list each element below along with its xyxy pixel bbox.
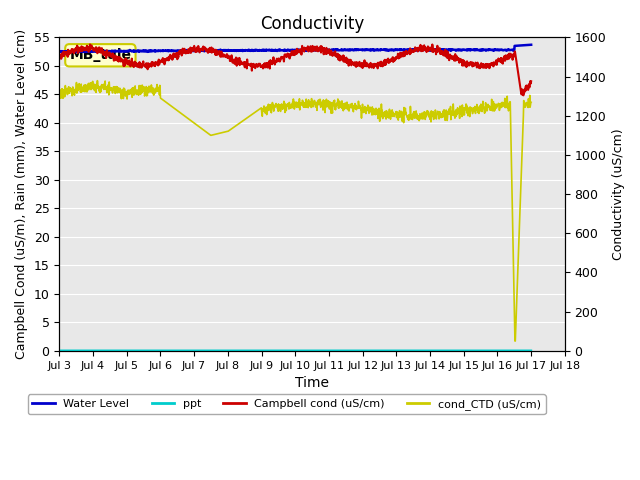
- Text: MB_tule: MB_tule: [69, 48, 131, 62]
- Y-axis label: Campbell Cond (uS/m), Rain (mm), Water Level (cm): Campbell Cond (uS/m), Rain (mm), Water L…: [15, 29, 28, 359]
- X-axis label: Time: Time: [295, 376, 329, 390]
- Legend: Water Level, ppt, Campbell cond (uS/cm), cond_CTD (uS/cm): Water Level, ppt, Campbell cond (uS/cm),…: [28, 395, 546, 414]
- Y-axis label: Conductivity (uS/cm): Conductivity (uS/cm): [612, 128, 625, 260]
- Title: Conductivity: Conductivity: [260, 15, 364, 33]
